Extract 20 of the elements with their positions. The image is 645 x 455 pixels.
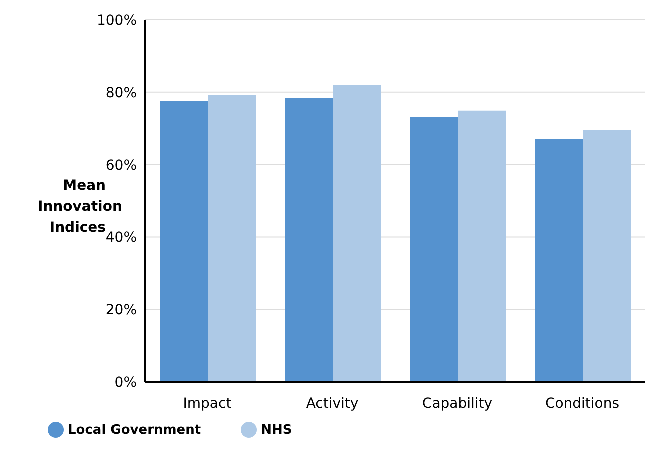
y-tick-label: 0%: [114, 374, 137, 391]
bar: [208, 95, 256, 382]
x-tick-label: Activity: [306, 396, 359, 412]
bar: [285, 98, 333, 382]
bar: [535, 139, 583, 382]
bar: [333, 85, 381, 382]
bar: [458, 110, 506, 382]
x-tick-label: Capability: [422, 396, 493, 412]
y-tick-label: 40%: [106, 230, 137, 246]
bar: [583, 130, 631, 382]
x-tick-label: Impact: [183, 396, 232, 412]
legend-label: NHS: [261, 422, 292, 438]
y-tick-label: 60%: [106, 158, 137, 174]
x-tick-label: Conditions: [545, 396, 620, 412]
y-tick-label: 100%: [96, 12, 137, 29]
bar: [410, 117, 458, 382]
y-tick-label: 20%: [106, 302, 137, 319]
y-tick-label: 80%: [106, 85, 137, 102]
bar: [160, 101, 208, 382]
legend-label: Local Government: [68, 422, 202, 438]
